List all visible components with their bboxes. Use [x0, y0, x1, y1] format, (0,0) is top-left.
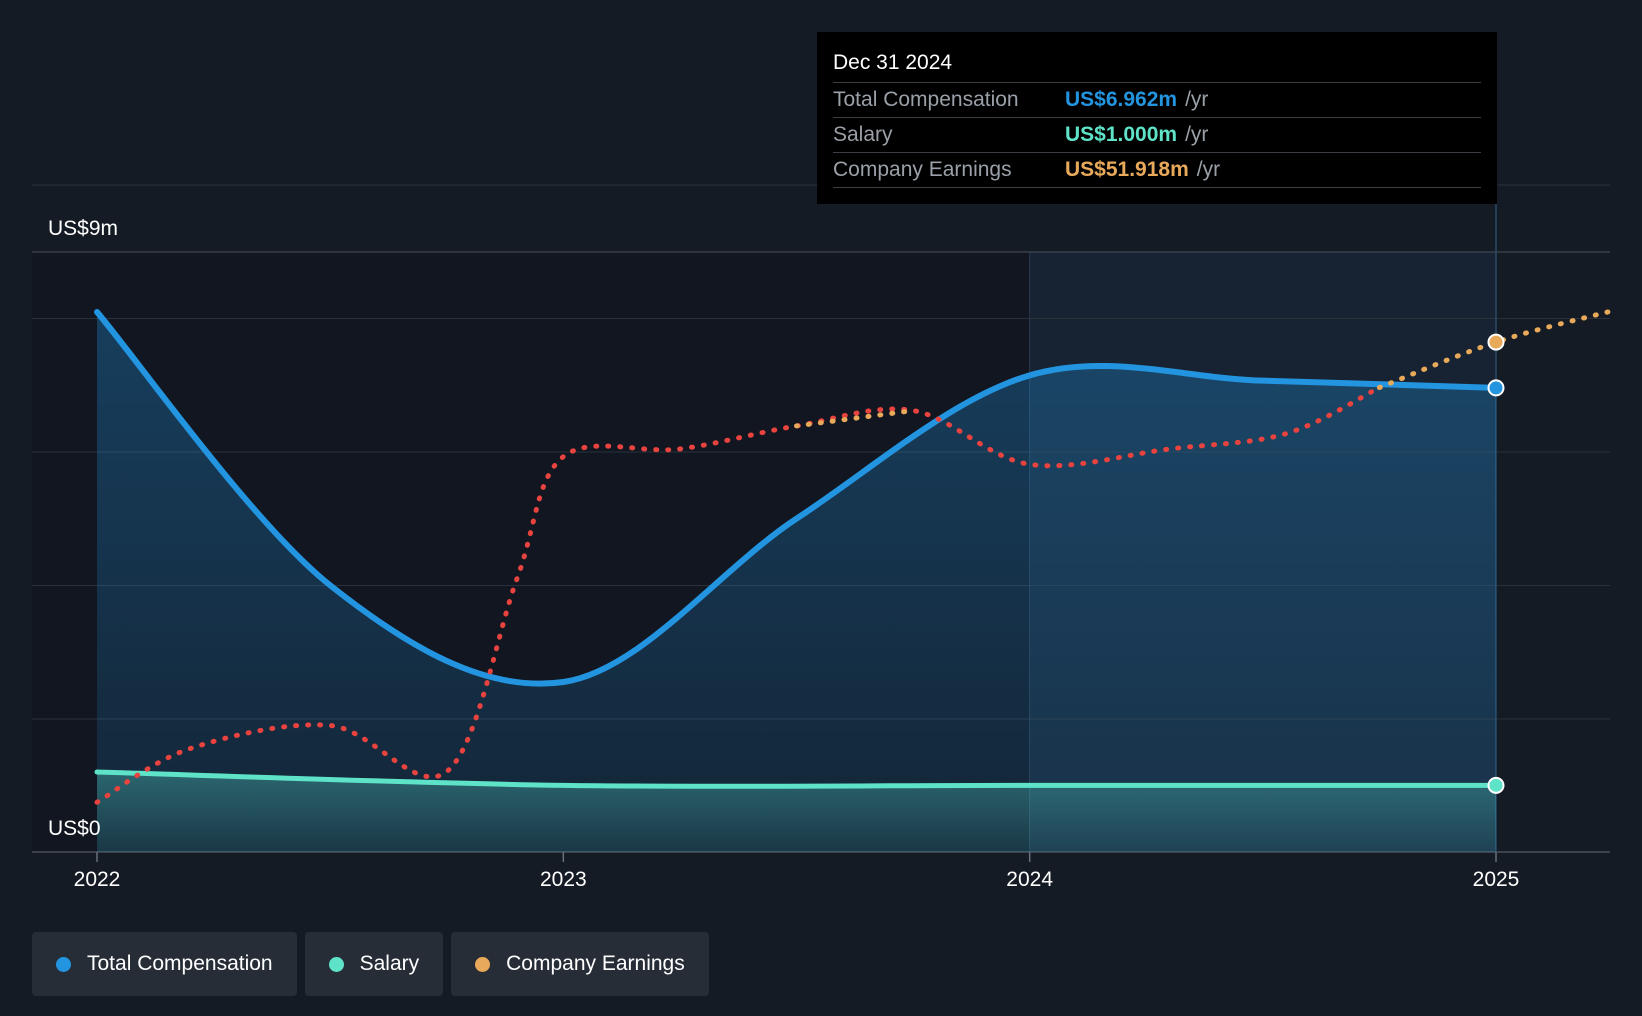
legend-label: Total Compensation: [87, 952, 273, 975]
x-tick-label: 2022: [74, 868, 121, 891]
legend-dot-icon: [56, 956, 71, 972]
tooltip-date: Dec 31 2024: [833, 51, 953, 74]
legend-item-company-earnings[interactable]: Company Earnings: [451, 932, 709, 996]
total-compensation-line: [94, 309, 1499, 687]
tooltip: Dec 31 2024 Total Compensation US$6.962m…: [817, 32, 1497, 204]
y-tick-label: US$0: [48, 817, 101, 840]
total-compensation-marker: [1487, 379, 1505, 397]
company-earnings-marker: [1487, 333, 1505, 351]
tooltip-unit: /yr: [1185, 123, 1209, 146]
tooltip-label: Salary: [833, 123, 893, 146]
legend-dot-icon: [475, 956, 491, 972]
legend-dot-icon: [328, 956, 344, 972]
tooltip-unit: /yr: [1185, 88, 1209, 111]
legend-item-salary[interactable]: Salary: [304, 932, 444, 996]
company-earnings-line: [1376, 308, 1616, 391]
tooltip-label: Total Compensation: [833, 88, 1019, 111]
tooltip-value: US$51.918m: [1065, 158, 1189, 181]
tooltip-value: US$6.962m: [1065, 88, 1178, 111]
legend: Total Compensation Salary Company Earnin…: [32, 932, 709, 996]
tooltip-row-salary: Salary US$1.000m /yr: [833, 117, 1481, 152]
salary-line: [94, 769, 1499, 789]
tooltip-row-total-compensation: Total Compensation US$6.962m /yr: [833, 82, 1481, 117]
salary-marker: [1487, 776, 1505, 794]
tooltip-unit: /yr: [1196, 158, 1221, 181]
legend-label: Company Earnings: [506, 952, 685, 975]
company-earnings-line-highlight: [794, 408, 916, 429]
total-compensation-area: [97, 312, 1496, 852]
x-tick-label: 2025: [1473, 868, 1520, 891]
tooltip-label: Company Earnings: [833, 158, 1012, 181]
x-tick-label: 2023: [540, 868, 587, 891]
legend-item-total-compensation[interactable]: Total Compensation: [32, 932, 297, 996]
y-tick-label: US$9m: [48, 217, 118, 240]
tooltip-value: US$1.000m: [1065, 123, 1178, 146]
company-earnings-line-red: [94, 385, 1382, 805]
x-tick-label: 2024: [1006, 868, 1053, 891]
legend-label: Salary: [359, 952, 420, 975]
tooltip-row-company-earnings: Company Earnings US$51.918m /yr: [833, 152, 1481, 188]
